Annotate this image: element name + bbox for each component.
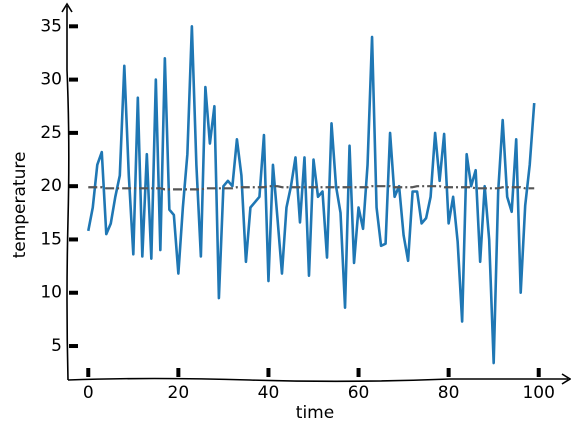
y-tick-label: 5	[51, 336, 62, 356]
x-tick-label: 60	[348, 383, 370, 403]
y-tick-label: 25	[40, 123, 62, 143]
x-axis-label: time	[296, 403, 334, 423]
y-axis	[66, 6, 70, 381]
line-series	[86, 25, 536, 365]
y-tick-label: 30	[40, 70, 62, 90]
x-arrow	[561, 373, 571, 385]
x-tick-label: 40	[258, 383, 280, 403]
x-axis	[67, 377, 568, 383]
axes	[61, 2, 571, 385]
y-arrow	[61, 2, 73, 13]
line-series	[88, 185, 535, 191]
y-tick-label: 15	[40, 229, 62, 249]
y-axis-label: temperature	[10, 152, 30, 259]
x-tick-label: 80	[438, 383, 460, 403]
x-tick-label: 100	[522, 383, 554, 403]
y-tick-label: 10	[40, 283, 62, 303]
y-tick-label: 20	[40, 176, 62, 196]
y-tick-label: 35	[40, 16, 62, 36]
x-tick-label: 0	[83, 383, 94, 403]
x-tick-label: 20	[168, 383, 190, 403]
